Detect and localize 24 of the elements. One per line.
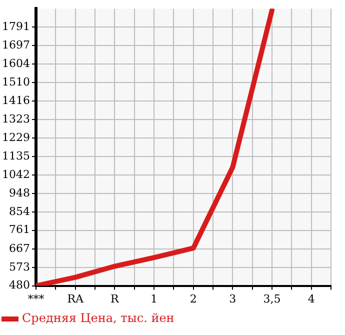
x-tick-label: 4 [308, 292, 315, 306]
y-tick-label: 1229 [2, 130, 30, 144]
x-tick-label: RA [67, 292, 84, 306]
y-tick-label: 854 [8, 204, 30, 218]
x-tick-label: *** [28, 292, 45, 306]
x-tick-label: 3 [229, 292, 236, 306]
x-tick-label: 3,5 [263, 292, 281, 306]
x-tick-label: R [110, 292, 120, 306]
y-tick-label: 761 [8, 223, 30, 236]
y-tick-label: 480 [8, 278, 30, 292]
y-tick-label: 1416 [2, 94, 30, 107]
y-tick-label: 1791 [2, 20, 30, 34]
y-tick-label: 1697 [2, 38, 30, 52]
y-tick-label: 1604 [2, 56, 30, 70]
x-tick-label: 1 [150, 292, 158, 306]
legend-label: Средняя Цена, тыс. йен [22, 311, 174, 326]
y-tick-label: 1042 [2, 168, 30, 181]
y-tick-label: 1510 [2, 75, 30, 88]
x-tick-label: 2 [190, 292, 197, 306]
y-tick-label: 1323 [2, 112, 30, 126]
y-tick-label: 667 [8, 242, 30, 255]
y-tick-label: 1135 [2, 149, 30, 162]
y-tick-label: 948 [8, 186, 30, 200]
y-tick-label: 573 [8, 260, 30, 274]
